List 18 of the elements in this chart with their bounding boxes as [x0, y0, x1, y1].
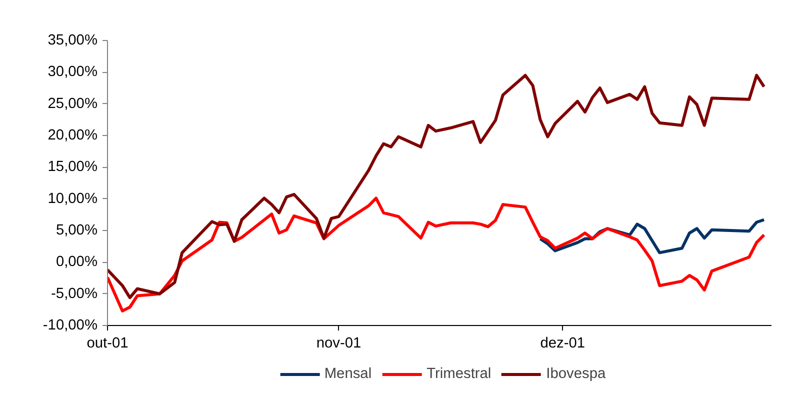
y-tick-label: 30,00%: [48, 64, 98, 80]
y-tick-label: 20,00%: [48, 128, 98, 144]
y-tick-label: -5,00%: [51, 286, 98, 302]
legend-label: Trimestral: [426, 366, 492, 382]
y-tick-label: 35,00%: [48, 32, 98, 48]
line-series: [108, 196, 766, 312]
x-tick-label: out-01: [86, 336, 128, 352]
y-tick-label: 15,00%: [48, 159, 98, 176]
x-tick-label: dez-01: [540, 336, 586, 352]
x-tick-label: nov-01: [316, 336, 362, 352]
legend-label: Ibovespa: [546, 366, 606, 382]
y-tick-label: 10,00%: [48, 190, 98, 207]
line-series: [108, 74, 766, 300]
y-tick-label: -10,00%: [42, 318, 98, 334]
y-tick-label: 5,00%: [56, 222, 98, 238]
legend-label: Mensal: [324, 366, 372, 382]
y-tick-label: 0,00%: [56, 254, 98, 270]
y-tick-label: 25,00%: [48, 96, 98, 112]
